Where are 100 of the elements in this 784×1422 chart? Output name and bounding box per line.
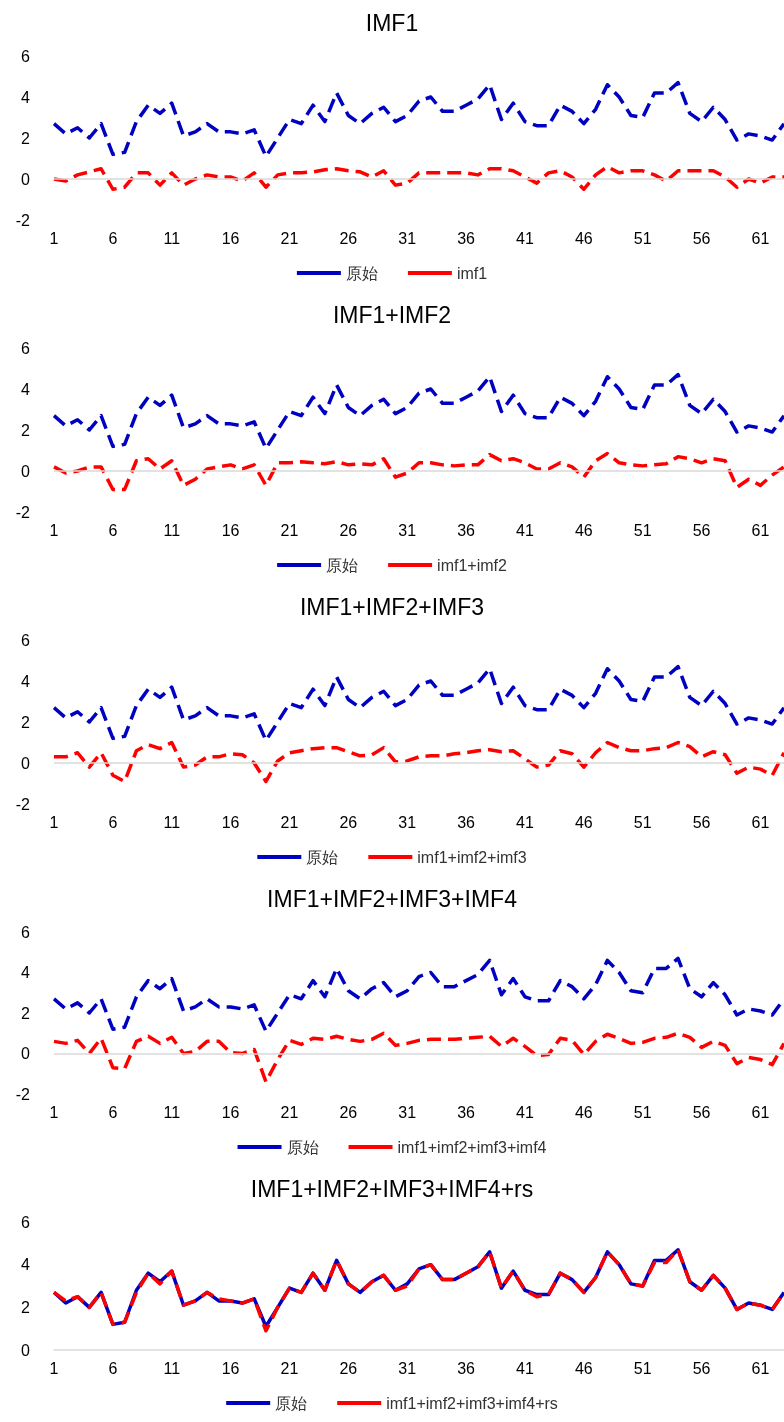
x-tick-label: 16 [221,229,240,247]
x-tick-label: 16 [221,1359,240,1377]
y-tick-label: 0 [21,462,31,480]
x-tick-label: 21 [280,1359,299,1377]
x-tick-label: 31 [398,229,417,247]
x-tick-label: 26 [339,521,358,539]
y-tick-label: 6 [21,631,31,649]
x-tick-label: 51 [633,1359,652,1377]
y-tick-label: 2 [21,421,31,439]
x-tick-label: 31 [398,1103,417,1121]
x-tick-label: 46 [574,813,593,831]
y-tick-label: 0 [21,754,31,772]
x-tick-label: 36 [457,1103,476,1121]
y-tick-label: 0 [21,170,31,188]
x-tick-label: 51 [633,813,652,831]
x-tick-label: 41 [516,1359,534,1377]
legend-label: 原始 [345,264,378,282]
chart-title: IMF1+IMF2 [332,301,452,328]
x-tick-label: 31 [398,521,417,539]
x-tick-label: 41 [516,1103,534,1121]
y-tick-label: -2 [15,503,31,521]
x-tick-label: 1 [49,1103,59,1121]
y-tick-label: 4 [21,672,31,690]
legend-label: imf1+imf2+imf3+imf4 [397,1138,547,1156]
y-tick-label: 4 [21,380,31,398]
x-tick-label: 56 [692,813,711,831]
x-tick-label: 61 [751,1103,770,1121]
x-tick-label: 41 [516,813,534,831]
legend-label: 原始 [286,1138,319,1156]
x-tick-label: 16 [221,521,240,539]
x-tick-label: 41 [516,229,534,247]
legend-label: imf1+imf2+imf3+imf4+rs [386,1394,558,1412]
x-tick-label: 46 [574,229,593,247]
x-tick-label: 61 [751,813,770,831]
y-tick-label: -2 [15,795,31,813]
x-tick-label: 26 [339,1359,358,1377]
y-tick-label: 4 [21,1256,31,1274]
x-tick-label: 61 [751,229,770,247]
x-tick-label: 6 [108,521,118,539]
chart-title: IMF1 [365,9,419,36]
chart-title: IMF1+IMF2+IMF3+IMF4 [267,885,518,912]
x-tick-label: 36 [457,229,476,247]
x-tick-label: 1 [49,813,59,831]
y-tick-label: 2 [21,129,31,147]
x-tick-label: 6 [108,1359,118,1377]
x-tick-label: 36 [457,813,476,831]
x-tick-label: 31 [398,813,417,831]
chart-title: IMF1+IMF2+IMF3+IMF4+rs [250,1175,534,1202]
x-tick-label: 61 [751,521,770,539]
x-tick-label: 16 [221,1103,240,1121]
x-tick-label: 31 [398,1359,417,1377]
x-tick-label: 1 [49,229,59,247]
legend-label: imf1+imf2 [437,556,507,574]
legend-label: 原始 [275,1394,308,1412]
x-tick-label: 26 [339,229,358,247]
x-tick-label: 46 [574,521,593,539]
y-tick-label: 6 [21,1213,31,1231]
x-tick-label: 11 [163,1359,181,1377]
x-tick-label: 11 [163,1103,181,1121]
x-tick-label: 51 [633,521,652,539]
y-tick-label: -2 [15,211,31,229]
x-tick-label: 16 [221,813,240,831]
y-tick-label: 4 [21,964,31,981]
x-tick-label: 21 [280,1103,299,1121]
chart-title: IMF1+IMF2+IMF3 [299,593,485,620]
legend-label: imf1+imf2+imf3 [417,848,527,866]
y-tick-label: 0 [21,1045,31,1062]
x-tick-label: 1 [49,521,59,539]
x-tick-label: 56 [692,521,711,539]
x-tick-label: 26 [339,1103,358,1121]
legend-label: 原始 [326,556,359,574]
x-tick-label: 46 [574,1103,593,1121]
x-tick-label: 21 [280,229,299,247]
x-tick-label: 51 [633,1103,652,1121]
x-tick-label: 56 [692,1103,711,1121]
y-tick-label: 6 [21,47,31,65]
x-tick-label: 11 [163,229,181,247]
y-tick-label: 2 [21,713,31,731]
x-tick-label: 6 [108,813,118,831]
legend-label: 原始 [306,848,339,866]
y-tick-label: 6 [21,339,31,357]
x-tick-label: 11 [163,813,181,831]
x-tick-label: 36 [457,521,476,539]
x-tick-label: 51 [633,229,652,247]
x-tick-label: 41 [516,521,534,539]
legend-label: imf1 [456,264,488,282]
y-tick-label: 2 [21,1004,31,1022]
x-tick-label: 6 [108,1103,118,1121]
x-tick-label: 21 [280,813,299,831]
x-tick-label: 61 [751,1359,770,1377]
x-tick-label: 36 [457,1359,476,1377]
y-tick-label: 6 [21,923,31,941]
y-tick-label: 4 [21,88,31,106]
x-tick-label: 56 [692,229,711,247]
x-tick-label: 26 [339,813,358,831]
y-tick-label: 0 [21,1341,31,1359]
x-tick-label: 11 [163,521,181,539]
y-tick-label: 2 [21,1298,31,1316]
x-tick-label: 46 [574,1359,593,1377]
x-tick-label: 56 [692,1359,711,1377]
